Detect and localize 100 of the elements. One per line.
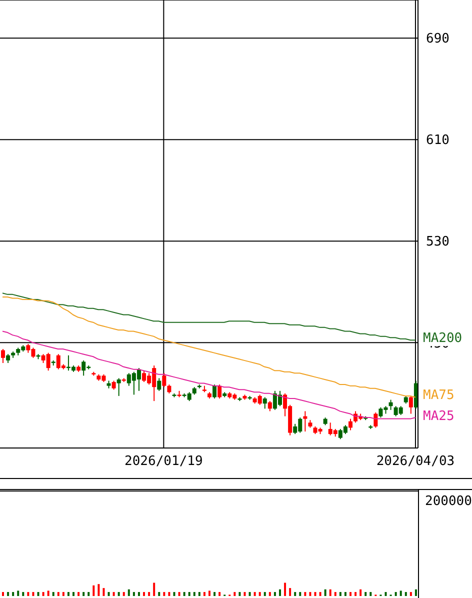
bar <box>414 589 417 596</box>
candlestick <box>303 410 308 432</box>
candlestick <box>374 412 378 428</box>
bar <box>360 589 362 596</box>
bar <box>112 592 115 596</box>
y-tick-label: 690 <box>426 32 450 47</box>
bar <box>394 592 397 596</box>
bar <box>148 592 150 596</box>
candlestick <box>408 395 413 414</box>
line-series <box>2 292 416 341</box>
y-tick-label: 610 <box>426 133 450 148</box>
candlestick <box>388 399 393 410</box>
y-tick-label: 530 <box>426 234 450 250</box>
bar <box>198 592 200 596</box>
bar <box>304 592 306 596</box>
bar <box>32 592 34 596</box>
bar <box>138 592 140 596</box>
text: 200000 <box>425 494 472 509</box>
bar <box>344 592 346 596</box>
bar <box>82 592 85 596</box>
bar <box>102 588 105 596</box>
bar <box>234 592 236 596</box>
candlestick <box>1 348 5 364</box>
bar <box>203 592 206 596</box>
candlestick <box>116 378 121 396</box>
bar <box>400 590 402 596</box>
series-label: MA200 <box>423 331 462 346</box>
bar <box>67 592 70 596</box>
bar <box>128 589 130 596</box>
bar <box>122 592 125 596</box>
series-label: MA25 <box>423 408 454 424</box>
bar <box>52 592 54 596</box>
bar <box>153 582 156 596</box>
bar <box>370 592 372 596</box>
bar <box>27 592 30 596</box>
bar <box>354 592 357 596</box>
bar <box>72 592 75 596</box>
series-label: MA75 <box>423 388 454 404</box>
bar <box>188 592 190 596</box>
bar <box>299 592 302 596</box>
bar <box>62 592 64 596</box>
bar <box>349 592 352 596</box>
candlestick <box>162 372 166 388</box>
bar <box>2 592 4 596</box>
bar <box>294 592 296 596</box>
bar <box>22 592 24 596</box>
bar <box>278 589 281 596</box>
bar <box>98 584 100 596</box>
bar <box>339 592 342 596</box>
bar <box>309 592 312 596</box>
candlestick <box>212 384 217 400</box>
bar <box>168 592 170 596</box>
bar <box>324 589 326 596</box>
bar <box>254 592 256 596</box>
bar <box>78 592 80 596</box>
bar <box>319 592 322 596</box>
bar <box>57 592 60 596</box>
bar <box>17 590 20 596</box>
bar <box>284 582 286 596</box>
bar <box>404 592 407 596</box>
bar <box>7 592 10 596</box>
bar <box>132 592 135 596</box>
candlestick <box>348 418 352 431</box>
x-tick-label: 2026/01/19 <box>124 454 203 470</box>
bar <box>173 592 176 596</box>
bar <box>92 585 95 596</box>
bar <box>264 592 266 596</box>
bar <box>238 592 241 596</box>
bar <box>289 588 292 596</box>
bar <box>334 592 336 596</box>
bar <box>329 589 332 596</box>
bar <box>410 592 412 596</box>
candlestick <box>262 396 267 410</box>
candlestick <box>268 400 272 412</box>
bar <box>178 592 180 596</box>
bar <box>314 592 316 596</box>
bar <box>88 592 90 596</box>
bar <box>183 592 186 596</box>
candlestick <box>157 378 162 392</box>
bar <box>274 592 276 596</box>
bar <box>143 592 146 596</box>
bar <box>193 592 196 596</box>
candlestick <box>218 384 222 400</box>
bar <box>268 592 271 596</box>
bar <box>42 592 44 596</box>
bar <box>248 592 251 596</box>
bar <box>47 590 50 596</box>
bar <box>37 592 40 596</box>
bar <box>12 592 14 596</box>
bar <box>364 592 367 596</box>
bar <box>218 592 221 596</box>
bar <box>208 590 210 596</box>
bar <box>163 592 166 596</box>
bar <box>244 592 246 596</box>
bar <box>258 592 261 596</box>
bar <box>108 592 110 596</box>
bar <box>384 592 387 596</box>
bar <box>158 592 160 596</box>
bar <box>118 592 120 596</box>
x-tick-label: 2026/04/03 <box>376 454 455 470</box>
